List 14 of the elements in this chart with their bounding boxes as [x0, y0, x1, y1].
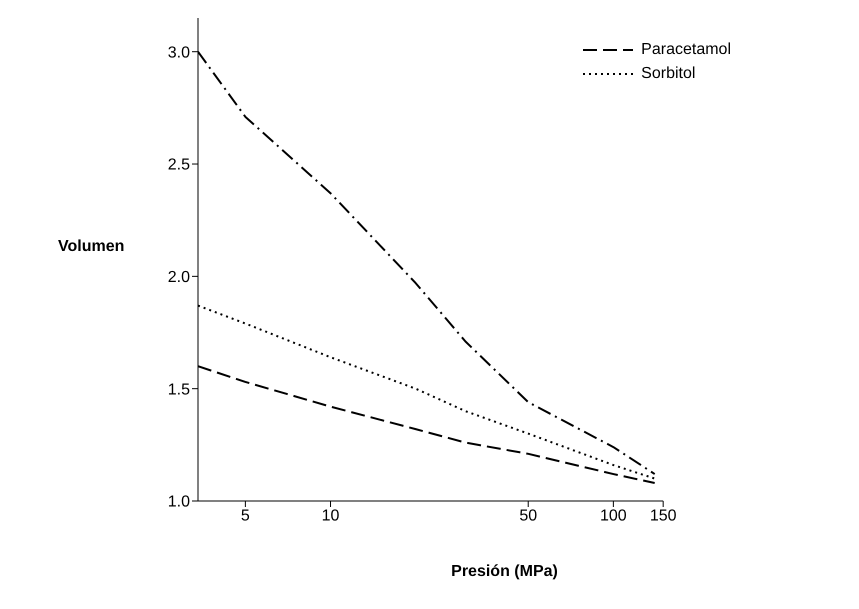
y-tick-label: 2.0: [168, 269, 190, 286]
y-tick-label: 1.0: [168, 494, 190, 511]
x-tick-label: 5: [240, 507, 250, 524]
legend-label: Sorbitol: [641, 65, 696, 83]
x-tick-label: 50: [519, 507, 538, 524]
x-tick-label: 100: [600, 507, 627, 524]
y-axis-title: Volumen: [58, 238, 124, 256]
x-axis-title: Presión (MPa): [450, 563, 559, 581]
y-tick-label: 3.0: [168, 44, 190, 62]
x-tick-label: 10: [322, 507, 340, 524]
legend-label: Paracetamol: [641, 41, 731, 59]
x-tick-label: 150: [650, 507, 677, 524]
y-tick-label: 1.5: [168, 381, 190, 398]
y-tick-label: 2.5: [168, 156, 190, 174]
